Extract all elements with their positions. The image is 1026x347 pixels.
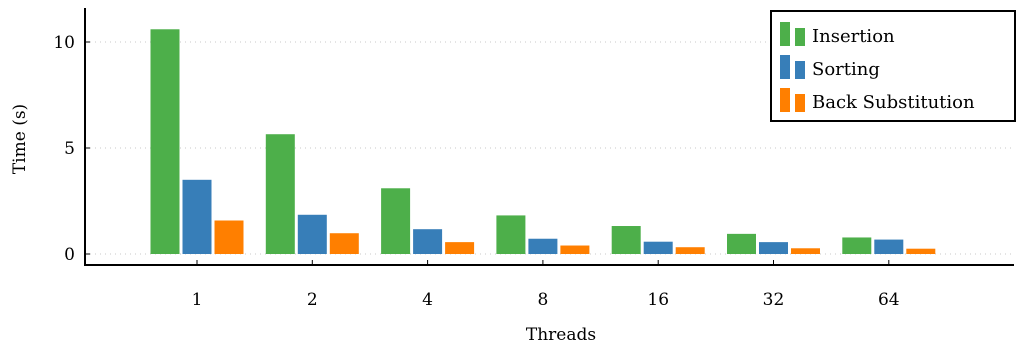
x-axis-title: Threads xyxy=(526,325,596,345)
bar-back-substitution-1 xyxy=(214,220,244,254)
x-tick-label: 2 xyxy=(307,290,318,310)
bar-insertion-1 xyxy=(150,29,180,255)
bar-sorting-1 xyxy=(182,179,212,254)
bar-insertion-2 xyxy=(265,134,295,254)
legend-swatch xyxy=(780,22,790,46)
bar-back-substitution-4 xyxy=(445,242,475,254)
axes xyxy=(84,8,1014,266)
bar-sorting-64 xyxy=(874,239,904,254)
bar-sorting-2 xyxy=(297,214,327,254)
bar-sorting-8 xyxy=(528,238,558,254)
x-tick-label: 8 xyxy=(537,290,548,310)
y-ticks: 0 5 10 xyxy=(53,33,90,265)
x-tick-label: 16 xyxy=(647,290,669,310)
y-axis-title: Time (s) xyxy=(10,104,30,174)
bars xyxy=(150,29,936,255)
bar-insertion-8 xyxy=(496,215,526,254)
legend-box xyxy=(770,10,1016,122)
bar-insertion-64 xyxy=(842,237,872,254)
legend-label: Insertion xyxy=(812,26,895,47)
y-tick-label: 10 xyxy=(53,33,75,53)
y-tick-label: 0 xyxy=(64,245,75,265)
bar-back-substitution-32 xyxy=(791,248,820,254)
legend-swatch xyxy=(795,28,805,46)
bar-sorting-4 xyxy=(413,229,443,254)
legend-swatch xyxy=(795,61,805,79)
legend: Insertion Sorting Back Substitution xyxy=(770,10,1016,122)
bar-back-substitution-8 xyxy=(560,245,590,254)
x-tick-label: 4 xyxy=(422,290,433,310)
x-tick-label: 64 xyxy=(878,290,900,310)
legend-label: Back Substitution xyxy=(812,92,975,113)
legend-label: Sorting xyxy=(812,59,880,80)
bar-insertion-16 xyxy=(611,226,641,254)
bar-sorting-32 xyxy=(759,242,788,254)
legend-swatch xyxy=(795,94,805,112)
bar-insertion-4 xyxy=(381,188,411,254)
bar-back-substitution-64 xyxy=(906,248,936,254)
bar-back-substitution-2 xyxy=(329,233,359,254)
x-ticks: 1 2 4 8 16 32 64 xyxy=(192,260,900,310)
x-tick-label: 32 xyxy=(763,290,785,310)
legend-swatch xyxy=(780,88,790,112)
y-tick-label: 5 xyxy=(64,139,75,159)
legend-swatch xyxy=(780,55,790,79)
bar-sorting-16 xyxy=(643,241,673,254)
bar-back-substitution-16 xyxy=(675,247,705,254)
x-tick-label: 1 xyxy=(192,290,203,310)
bar-insertion-32 xyxy=(727,233,756,254)
